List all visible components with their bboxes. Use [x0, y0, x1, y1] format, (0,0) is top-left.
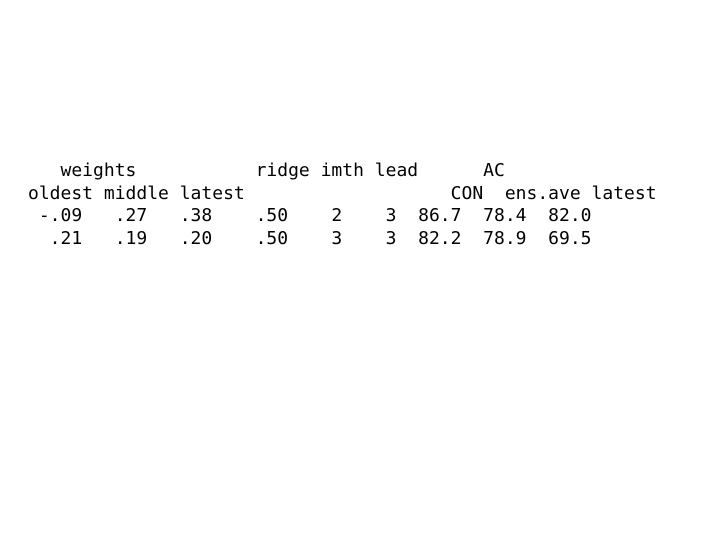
row-0: -.09 .27 .38 .50 2 3 86.7 78.4 82.0: [28, 205, 592, 226]
row-1: .21 .19 .20 .50 3 3 82.2 78.9 69.5: [28, 228, 592, 249]
hdr-weights: weights ridge imth lead AC: [28, 160, 505, 181]
line-row-1: .21 .19 .20 .50 3 3 82.2 78.9 69.5: [28, 228, 592, 249]
line-row-0: -.09 .27 .38 .50 2 3 86.7 78.4 82.0: [28, 205, 592, 226]
line-header1: weights ridge imth lead AC: [28, 160, 505, 181]
hdr-sub: oldest middle latest CON ens.ave latest: [28, 183, 657, 204]
page: weights ridge imth lead AC oldest middle…: [0, 0, 720, 540]
line-header2: oldest middle latest CON ens.ave latest: [28, 183, 657, 204]
data-table: weights ridge imth lead AC oldest middle…: [28, 160, 657, 250]
